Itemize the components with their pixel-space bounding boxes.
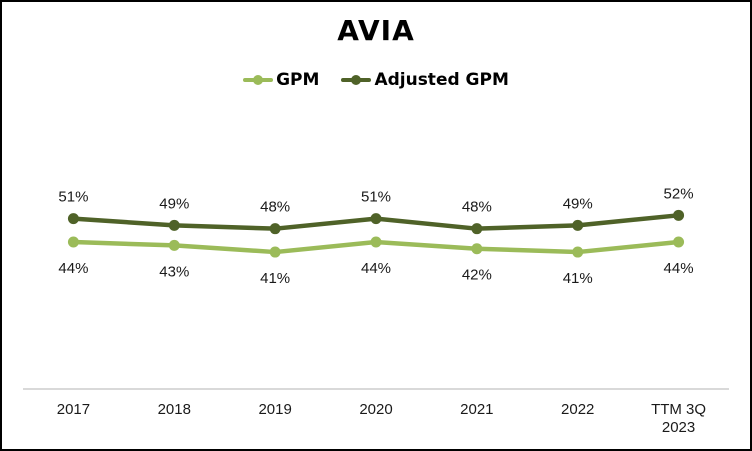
data-point-adjusted-gpm	[370, 213, 382, 225]
data-label-adjusted-gpm: 51%	[58, 189, 88, 206]
data-label-adjusted-gpm: 49%	[563, 195, 593, 212]
legend-marker-adjusted-gpm	[351, 75, 362, 85]
legend-label-adjusted-gpm: Adjusted GPM	[374, 70, 509, 90]
data-label-gpm: 42%	[462, 267, 492, 284]
data-label-gpm: 41%	[260, 270, 290, 287]
data-label-gpm: 43%	[159, 263, 189, 280]
data-point-gpm	[673, 236, 685, 248]
x-tick-label: 2020	[359, 401, 392, 418]
legend: GPM Adjusted GPM	[2, 70, 750, 90]
data-point-gpm	[67, 236, 79, 248]
x-tick-label: TTM 3Q 2023	[651, 401, 706, 436]
legend-item-gpm: GPM	[243, 70, 319, 90]
data-label-adjusted-gpm: 48%	[462, 199, 492, 216]
x-axis-ticks: 2017 2018 2019 2020 2021 2022 TTM 3Q 2023	[57, 401, 706, 436]
x-tick-label: 2018	[158, 401, 191, 418]
data-label-adjusted-gpm: 48%	[260, 199, 290, 216]
x-tick-label: 2019	[258, 401, 291, 418]
data-point-adjusted-gpm	[168, 219, 180, 231]
data-point-gpm	[572, 246, 584, 258]
data-point-adjusted-gpm	[471, 223, 483, 235]
legend-swatch-gpm	[243, 74, 274, 86]
x-tick-label: 2022	[561, 401, 594, 418]
series-adjusted-gpm: 51% 49% 48% 51% 48% 49% 52%	[58, 185, 694, 235]
data-point-gpm	[269, 246, 281, 258]
data-label-adjusted-gpm: 51%	[361, 189, 391, 206]
legend-item-adjusted-gpm: Adjusted GPM	[341, 70, 509, 90]
data-point-gpm	[370, 236, 382, 248]
legend-swatch-adjusted-gpm	[341, 74, 372, 86]
series-group: 44% 43% 41%44% 42% 41%44%51% 49% 48%51%48% 49%5…	[58, 185, 693, 287]
legend-marker-gpm	[253, 75, 264, 85]
data-point-gpm	[471, 243, 483, 255]
series-gpm: 44% 43% 41% 44% 42% 41% 44%	[58, 236, 694, 287]
data-label-adjusted-gpm: 49%	[159, 195, 189, 212]
data-label-gpm: 44%	[664, 260, 694, 277]
legend-label-gpm: GPM	[276, 70, 320, 90]
data-point-adjusted-gpm	[572, 219, 584, 231]
x-tick-label: 2021	[460, 401, 493, 418]
data-label-gpm: 44%	[361, 260, 391, 277]
data-point-gpm	[168, 239, 180, 251]
data-label-adjusted-gpm: 52%	[664, 185, 694, 202]
x-tick-label: 2017	[57, 401, 90, 418]
data-point-adjusted-gpm	[67, 213, 79, 225]
data-label-gpm: 44%	[58, 260, 88, 277]
data-label-gpm: 41%	[563, 270, 593, 287]
data-point-adjusted-gpm	[269, 223, 281, 235]
chart-title: AVIA	[337, 14, 415, 47]
data-point-adjusted-gpm	[673, 209, 685, 221]
